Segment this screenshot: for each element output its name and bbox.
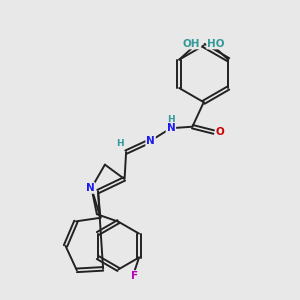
Text: OH: OH	[183, 38, 200, 49]
Text: HO: HO	[207, 38, 224, 49]
Text: N: N	[85, 183, 94, 193]
Text: H: H	[116, 139, 123, 148]
Text: H: H	[167, 115, 175, 124]
Text: N: N	[167, 123, 175, 133]
Text: O: O	[215, 127, 224, 137]
Text: F: F	[131, 271, 138, 281]
Text: N: N	[146, 136, 155, 146]
